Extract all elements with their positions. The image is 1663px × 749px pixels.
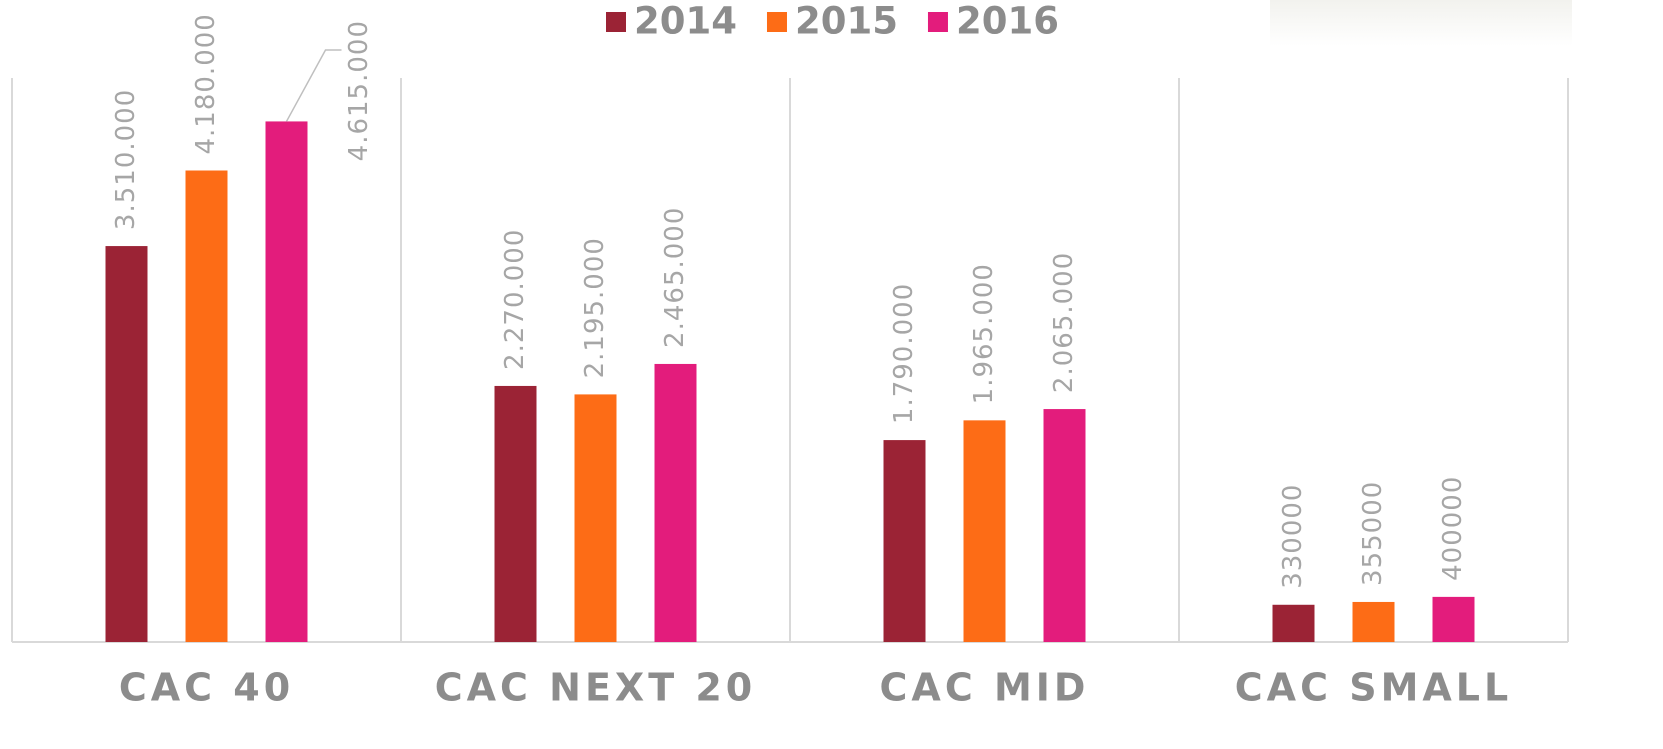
value-label: 400000	[1438, 476, 1468, 581]
x-tick-label: CAC SMALL	[1235, 666, 1512, 710]
bar	[495, 386, 537, 642]
value-label: 355000	[1358, 481, 1388, 586]
value-label: 2.195.000	[580, 237, 610, 378]
value-label: 3.510.000	[111, 89, 141, 230]
legend-swatch	[928, 12, 948, 32]
bar	[964, 420, 1006, 642]
bar	[884, 440, 926, 642]
value-label: 2.465.000	[660, 207, 690, 348]
value-label: 2.065.000	[1049, 252, 1079, 393]
legend-label: 2015	[795, 0, 898, 43]
bar	[575, 394, 617, 642]
legend-label: 2016	[956, 0, 1059, 43]
bar	[655, 364, 697, 642]
legend-swatch	[606, 12, 626, 32]
bar	[266, 121, 308, 642]
bar	[1044, 409, 1086, 642]
plot-frame	[12, 78, 1568, 642]
chart: 2014 2015 2016 CAC 40 3.510.000 4.180.000 4.61…	[0, 0, 1663, 749]
value-label: 1.965.000	[969, 263, 999, 404]
legend-label: 2014	[634, 0, 737, 43]
page: {"chart_data": {"type": "bar", "categori…	[0, 0, 1663, 749]
value-label: 4.180.000	[191, 13, 221, 154]
x-tick-label: CAC NEXT 20	[435, 666, 757, 710]
bar	[106, 246, 148, 642]
value-label: 330000	[1278, 484, 1308, 589]
leader-line	[287, 50, 342, 121]
bar	[1273, 605, 1315, 642]
value-label: 4.615.000	[344, 20, 374, 161]
decorative-image	[1270, 0, 1572, 46]
bar	[186, 170, 228, 642]
x-tick-label: CAC MID	[880, 666, 1090, 710]
bar	[1353, 602, 1395, 642]
x-tick-label: CAC 40	[119, 666, 294, 710]
bar	[1433, 597, 1475, 642]
legend-swatch	[767, 12, 787, 32]
value-label: 1.790.000	[889, 283, 919, 424]
value-label: 2.270.000	[500, 229, 530, 370]
